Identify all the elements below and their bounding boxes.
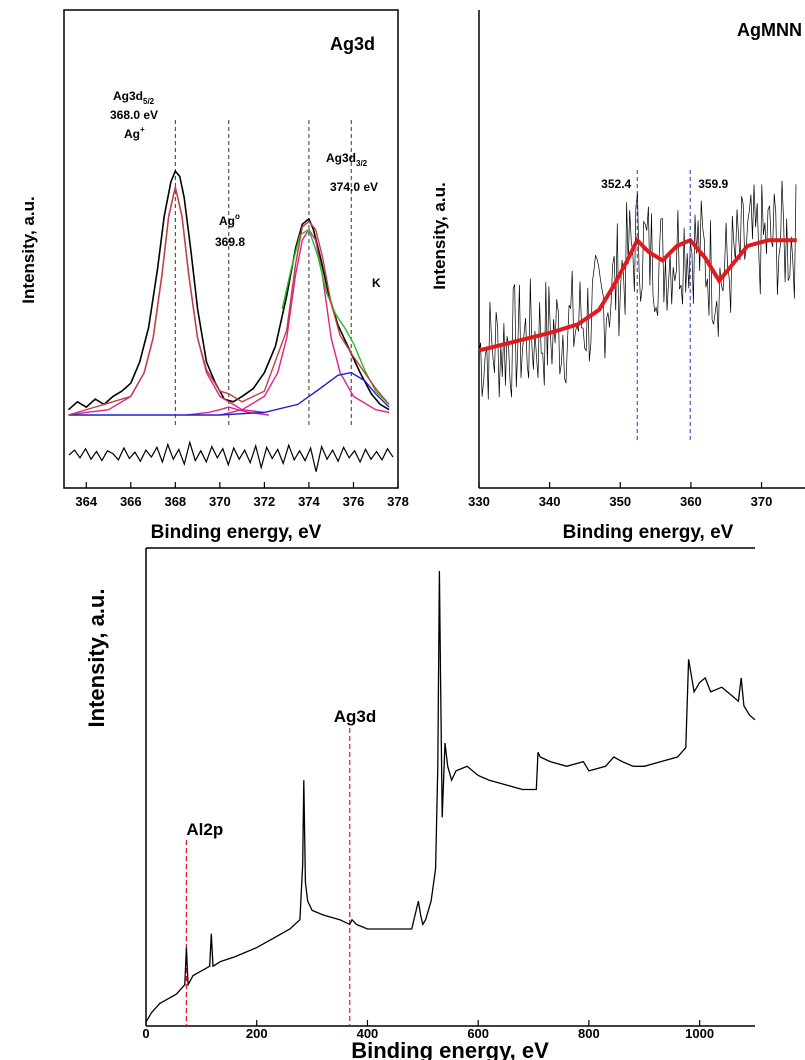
- peak-marker-label: 359.9: [698, 177, 728, 191]
- ag3d-ann-peak2-species: Ago: [219, 212, 240, 228]
- x-tick-label: 600: [467, 1026, 489, 1041]
- agmnn-peak-markers: 352.4 359.9: [601, 170, 729, 440]
- ag3d-ann-peak3-energy: 374.0 eV: [330, 180, 378, 194]
- x-tick-label: 1000: [685, 1026, 714, 1041]
- x-tick-label: 0: [142, 1026, 149, 1041]
- survey-x-axis-label: Binding energy, eV: [351, 1038, 549, 1060]
- x-tick-label: 366: [120, 494, 142, 509]
- x-tick-label: 400: [357, 1026, 379, 1041]
- x-tick-label: 200: [246, 1026, 268, 1041]
- x-tick-label: 378: [387, 494, 409, 509]
- x-tick-label: 370: [209, 494, 231, 509]
- x-tick-label: 370: [751, 494, 773, 509]
- ag3d-x-ticks: 364 366 368 370 372 374 376 378: [75, 482, 409, 509]
- ag3d-series-line: [186, 406, 269, 416]
- ag3d-ann-peak1-energy: 368.0 eV: [110, 108, 158, 122]
- survey-y-axis-label: Intensity, a.u.: [84, 589, 109, 728]
- agmnn-smoothed-line: [478, 236, 797, 353]
- agmnn-title: AgMNN: [737, 20, 802, 40]
- x-tick-label: 350: [609, 494, 631, 509]
- x-tick-label: 360: [680, 494, 702, 509]
- ag3d-series-group: [67, 169, 390, 416]
- ag3d-ann-peak3-name: Ag3d3/2: [326, 151, 368, 168]
- ag3d-series-line: [219, 228, 390, 416]
- x-tick-label: 372: [254, 494, 276, 509]
- ag3d-title: Ag3d: [330, 34, 375, 54]
- agmnn-panel: AgMNN Intensity, a.u. Binding energy, eV…: [430, 10, 805, 543]
- element-marker-label: Al2p: [186, 820, 223, 839]
- x-tick-label: 368: [164, 494, 186, 509]
- element-marker-label: Ag3d: [334, 707, 377, 726]
- agmnn-x-axis-label: Binding energy, eV: [563, 522, 734, 543]
- ag3d-series-line: [68, 186, 390, 416]
- peak-marker-label: 352.4: [601, 177, 631, 191]
- ag3d-residual-line: [68, 440, 394, 472]
- survey-element-markers: Al2p Ag3d: [185, 707, 377, 1026]
- agmnn-plot-bg: [479, 10, 805, 488]
- ag3d-ann-peak2-energy: 369.8: [215, 235, 245, 249]
- x-tick-label: 364: [75, 494, 97, 509]
- ag3d-x-axis-label: Binding energy, eV: [151, 522, 322, 543]
- survey-panel: Intensity, a.u. Binding energy, eV 0 200 4…: [84, 547, 756, 1060]
- ag3d-ann-peak1-species: Ag+: [124, 125, 145, 141]
- ag3d-axes-frame: [63, 9, 399, 489]
- survey-x-ticks: 0 200 400 600 800 1000: [142, 1020, 714, 1041]
- agmnn-y-axis-label: Intensity, a.u.: [430, 182, 449, 289]
- x-tick-label: 330: [468, 494, 490, 509]
- ag3d-y-axis-label: Intensity, a.u.: [19, 196, 38, 303]
- ag3d-ann-peak1-name: Ag3d5/2: [113, 89, 155, 106]
- x-tick-label: 340: [539, 494, 561, 509]
- ag3d-series-line: [68, 371, 390, 416]
- ag3d-panel: Ag3d Intensity, a.u. Binding energy, eV …: [19, 9, 409, 543]
- x-tick-label: 800: [578, 1026, 600, 1041]
- survey-spectrum-line: [145, 570, 756, 1023]
- ag3d-series-line: [68, 186, 265, 416]
- ag3d-ann-peak4-name: K: [372, 276, 381, 290]
- survey-axes-frame: [146, 548, 755, 1026]
- x-tick-label: 374: [298, 494, 320, 509]
- x-tick-label: 376: [343, 494, 365, 509]
- agmnn-x-ticks: 330 340 350 360 370: [468, 482, 772, 509]
